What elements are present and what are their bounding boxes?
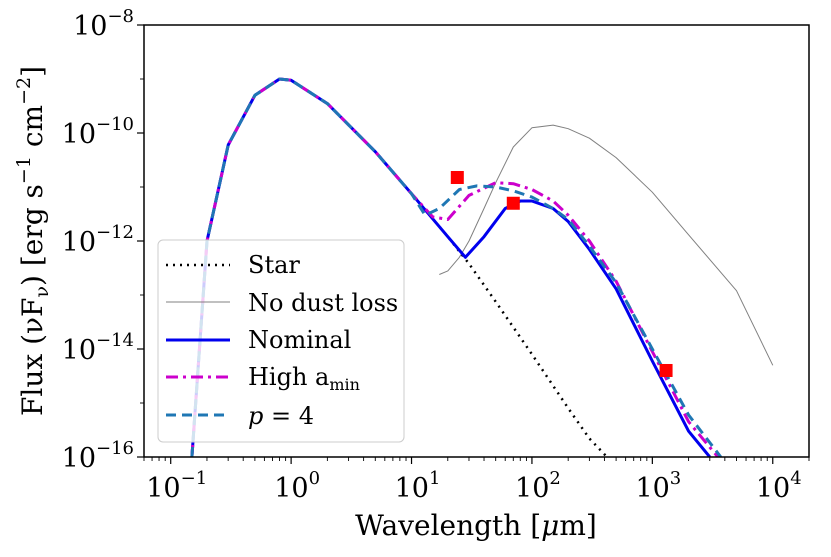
observed-marker-0 (450, 170, 464, 184)
legend: Star No dust loss Nominal High amin p = … (157, 239, 405, 443)
series-line-0 (439, 124, 774, 366)
legend-label-high-amin: High amin (248, 363, 360, 394)
observed-marker-1 (506, 196, 520, 210)
x-tick-label-0: 10−1 (146, 468, 207, 504)
legend-swatches (166, 263, 230, 417)
legend-label-p4: p = 4 (248, 402, 314, 430)
plot-lines (190, 77, 774, 457)
x-tick-label-4: 103 (635, 468, 681, 504)
legend-label-star: Star (248, 251, 300, 279)
y-axis-title: Flux (νFν) [erg s−1 cm−2] (13, 66, 53, 416)
x-tick-label-5: 104 (756, 468, 802, 504)
x-tick-label-3: 102 (515, 468, 561, 504)
observed-markers (450, 170, 673, 377)
legend-box (157, 239, 405, 443)
y-tick-label-0: 10−16 (62, 438, 134, 474)
series-line-4 (190, 77, 722, 457)
legend-label-nominal: Nominal (248, 326, 351, 354)
y-tick-label-4: 10−8 (73, 6, 134, 42)
y-tick-label-3: 10−10 (62, 114, 134, 150)
y-tick-label-1: 10−14 (62, 330, 134, 366)
legend-label-no-dust-loss: No dust loss (248, 289, 398, 317)
y-tick-labels: 10−16 10−14 10−12 10−10 10−8 (62, 6, 134, 474)
plot-frame (143, 24, 810, 458)
y-tick-label-2: 10−12 (62, 222, 134, 258)
x-tick-labels: 10−1 100 101 102 103 104 (146, 468, 801, 504)
observed-marker-2 (659, 363, 673, 377)
x-axis-title: Wavelength [μm] (355, 509, 597, 542)
x-tick-label-1: 100 (274, 468, 320, 504)
x-tick-label-2: 101 (395, 468, 441, 504)
